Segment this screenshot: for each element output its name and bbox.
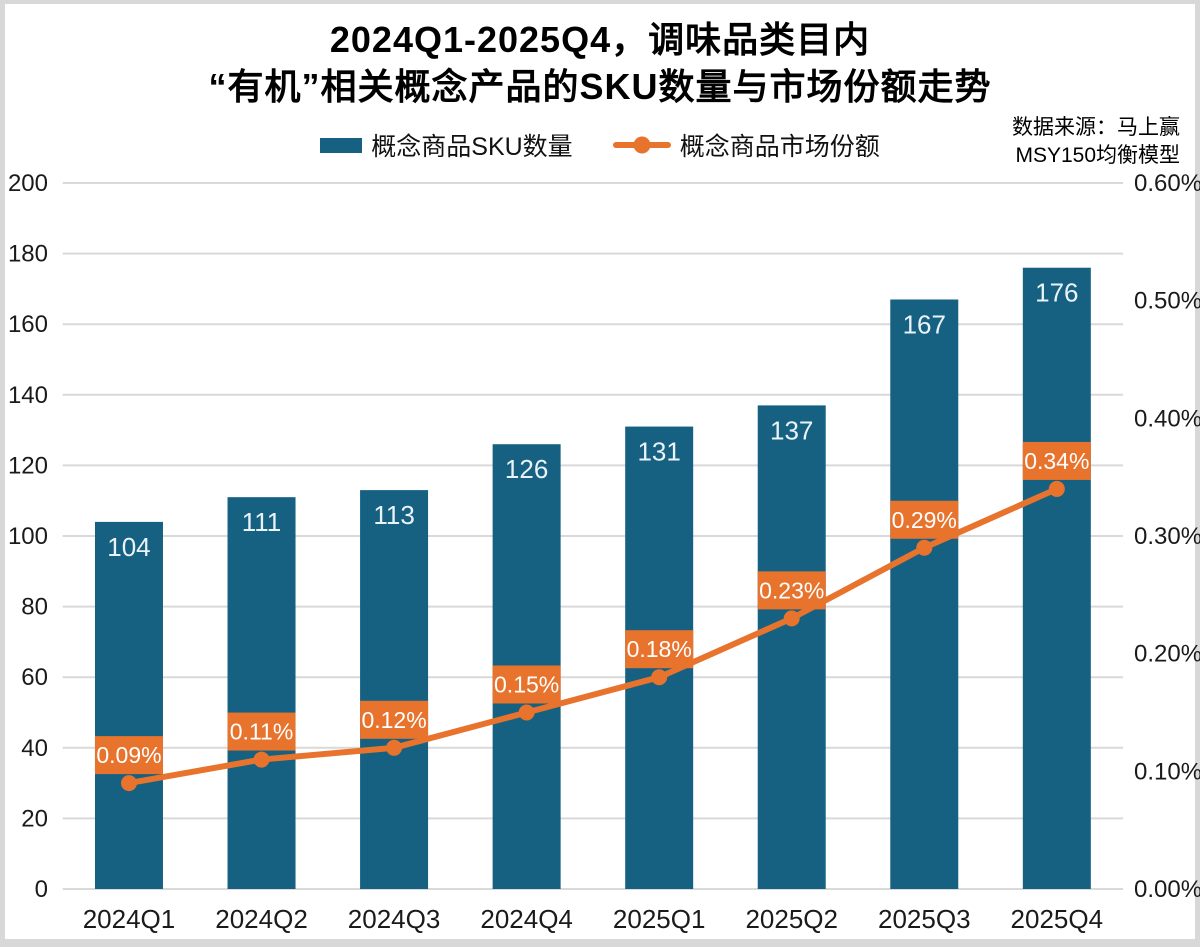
source-line1: 数据来源：马上赢 xyxy=(1012,116,1180,139)
left-axis-tick: 100 xyxy=(8,523,48,550)
bar-2024Q2 xyxy=(227,497,296,889)
bar-2025Q2 xyxy=(757,405,826,889)
share-line-marker xyxy=(1048,480,1065,497)
x-axis-label: 2025Q2 xyxy=(745,904,838,934)
share-label-box xyxy=(625,630,694,669)
legend-label-sku: 概念商品SKU数量 xyxy=(371,133,573,161)
share-value-label: 0.18% xyxy=(627,636,692,662)
share-value-label: 0.23% xyxy=(759,577,824,603)
legend-item-share: 概念商品市场份额 xyxy=(612,127,880,163)
share-label-box xyxy=(492,665,561,704)
x-axis-label: 2024Q2 xyxy=(215,904,308,934)
data-source-note: 数据来源：马上赢 MSY150均衡模型 xyxy=(1012,114,1180,170)
share-value-label: 0.09% xyxy=(96,742,161,768)
bar-value-label: 126 xyxy=(505,454,548,484)
bar-value-label: 137 xyxy=(770,415,813,445)
left-axis-tick: 120 xyxy=(8,452,48,479)
share-line-marker xyxy=(916,539,933,556)
legend: 概念商品SKU数量 概念商品市场份额 xyxy=(0,127,1200,163)
left-axis-tick: 40 xyxy=(21,735,48,762)
x-axis-label: 2024Q4 xyxy=(480,904,573,934)
right-axis-tick: 0.10% xyxy=(1134,758,1200,785)
share-label-box xyxy=(1022,441,1091,480)
right-axis-tick: 0.60% xyxy=(1134,170,1200,197)
left-axis-tick: 200 xyxy=(8,170,48,197)
share-label-box xyxy=(890,500,959,539)
line-marker-icon xyxy=(633,136,651,154)
chart-card xyxy=(5,4,1195,939)
left-axis-tick: 140 xyxy=(8,382,48,409)
share-line-marker xyxy=(518,704,535,721)
bar-value-label: 131 xyxy=(637,437,680,467)
share-line-marker xyxy=(783,610,800,627)
bar-value-label: 104 xyxy=(107,532,150,562)
left-axis-tick: 0 xyxy=(35,876,48,903)
legend-label-share: 概念商品市场份额 xyxy=(679,133,880,161)
share-line-marker xyxy=(120,775,137,792)
right-axis-tick: 0.20% xyxy=(1134,641,1200,668)
legend-item-sku: 概念商品SKU数量 xyxy=(320,127,573,163)
right-axis-tick: 0.00% xyxy=(1134,876,1200,903)
x-axis-label: 2024Q1 xyxy=(83,904,176,934)
bar-2024Q3 xyxy=(360,490,429,889)
share-line-marker xyxy=(386,739,403,756)
bar-2024Q1 xyxy=(94,521,163,889)
share-value-label: 0.29% xyxy=(892,507,957,533)
right-axis-tick: 0.30% xyxy=(1134,523,1200,550)
share-label-box xyxy=(360,700,429,739)
share-line xyxy=(125,485,1060,787)
chart-title-line1: 2024Q1-2025Q4，调味品类目内 xyxy=(329,19,871,60)
source-line2: MSY150均衡模型 xyxy=(1015,144,1180,167)
share-value-label: 0.15% xyxy=(494,672,559,698)
share-label-box xyxy=(94,736,163,775)
bar-2025Q4 xyxy=(1022,267,1091,890)
left-axis-tick: 180 xyxy=(8,241,48,268)
left-axis-tick: 20 xyxy=(21,805,48,832)
right-axis-tick: 0.50% xyxy=(1134,288,1200,315)
left-axis-tick: 160 xyxy=(8,311,48,338)
line-swatch-icon xyxy=(612,136,671,154)
bar-swatch-icon xyxy=(320,137,363,153)
bar-value-label: 113 xyxy=(373,500,414,530)
bar-value-label: 167 xyxy=(903,309,946,339)
x-axis-label: 2024Q3 xyxy=(348,904,441,934)
share-line-marker xyxy=(651,669,668,686)
chart-title-line2: “有机”相关概念产品的SKU数量与市场份额走势 xyxy=(208,66,992,107)
left-axis-tick: 80 xyxy=(21,594,48,621)
bar-value-label: 176 xyxy=(1035,278,1078,308)
share-value-label: 0.34% xyxy=(1024,448,1089,474)
left-axis-tick: 60 xyxy=(21,664,48,691)
bar-value-label: 111 xyxy=(242,507,282,537)
chart-title: 2024Q1-2025Q4，调味品类目内 “有机”相关概念产品的SKU数量与市场… xyxy=(0,16,1200,110)
share-value-label: 0.11% xyxy=(230,719,294,745)
share-label-box xyxy=(227,712,296,751)
bar-2025Q3 xyxy=(890,299,959,889)
share-value-label: 0.12% xyxy=(361,707,426,733)
share-line-marker xyxy=(253,751,270,768)
right-axis-tick: 0.40% xyxy=(1134,405,1200,432)
x-axis-label: 2025Q1 xyxy=(613,904,706,934)
x-axis-label: 2025Q3 xyxy=(878,904,971,934)
x-axis-label: 2025Q4 xyxy=(1011,904,1104,934)
